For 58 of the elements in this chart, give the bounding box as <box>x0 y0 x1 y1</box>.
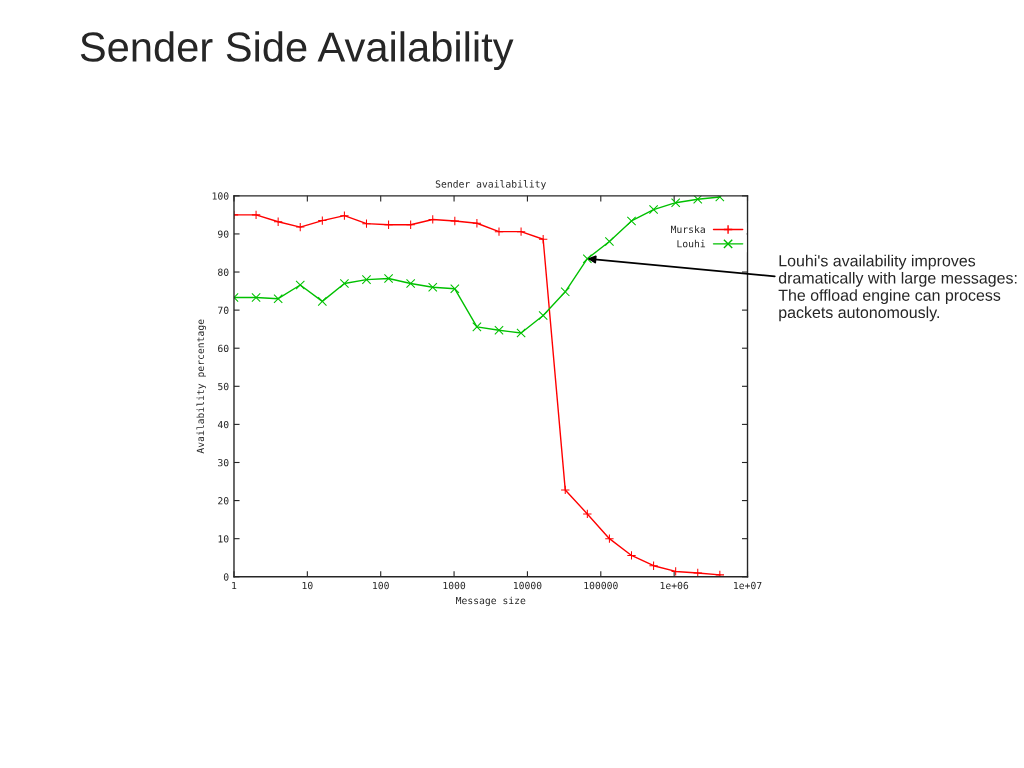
point <box>450 216 460 226</box>
point <box>339 278 350 289</box>
x-tick-label: 10000 <box>513 581 542 590</box>
x-tick-label: 1 <box>232 581 237 590</box>
x-tick-label: 1e+07 <box>734 581 762 590</box>
point <box>693 195 703 204</box>
annotation: Louhi's availability improves dramatically with large messages: The offload engine can process packets autonomously. <box>778 254 1017 322</box>
x-axis-title: Message size <box>456 596 526 607</box>
point <box>317 215 328 226</box>
y-tick-label: 80 <box>218 268 229 276</box>
point <box>383 220 394 230</box>
point <box>494 226 504 237</box>
y-tick-label: 90 <box>218 230 229 238</box>
y-tick-label: 50 <box>218 382 229 391</box>
point <box>582 254 593 264</box>
chart-subtitle: Sender availability <box>435 180 546 190</box>
point <box>295 280 305 290</box>
point <box>361 218 372 229</box>
y-axis-title: Availability percentage <box>196 319 207 454</box>
x-tick-label: 100 <box>373 581 389 590</box>
point <box>251 292 261 303</box>
y-tick-label: 40 <box>217 420 229 429</box>
point <box>604 533 615 544</box>
point <box>516 328 526 338</box>
point <box>516 226 526 237</box>
point <box>383 273 394 284</box>
point <box>670 198 681 208</box>
point <box>494 325 504 335</box>
point <box>472 322 482 332</box>
y-tick-label: 70 <box>218 306 229 314</box>
point <box>450 284 460 294</box>
point <box>405 220 416 230</box>
y-tick-label: 100 <box>212 192 229 200</box>
point <box>715 570 725 577</box>
point <box>339 210 350 221</box>
point <box>648 204 659 215</box>
point <box>604 236 615 247</box>
x-tick-label: 1e+06 <box>660 581 689 590</box>
x-tick-label: 1000 <box>443 581 466 590</box>
point <box>428 282 438 292</box>
chart-title: Sender Side Availability <box>80 31 514 71</box>
legend-label: Louhi <box>677 239 706 248</box>
y-tick-label: 0 <box>223 573 229 581</box>
point <box>273 294 283 304</box>
point <box>648 561 659 571</box>
point <box>560 287 570 297</box>
y-tick-label: 20 <box>218 497 229 505</box>
point <box>361 274 372 285</box>
x-tick-label: 10 <box>302 581 313 590</box>
point <box>317 296 328 307</box>
y-tick-label: 30 <box>218 458 229 467</box>
point <box>538 310 548 321</box>
x-tick-label: 100000 <box>584 581 618 590</box>
y-tick-label: 10 <box>218 535 229 543</box>
point <box>405 278 416 289</box>
point <box>626 216 637 226</box>
y-tick-label: 60 <box>218 344 229 353</box>
legend-label: Murska <box>671 225 705 234</box>
